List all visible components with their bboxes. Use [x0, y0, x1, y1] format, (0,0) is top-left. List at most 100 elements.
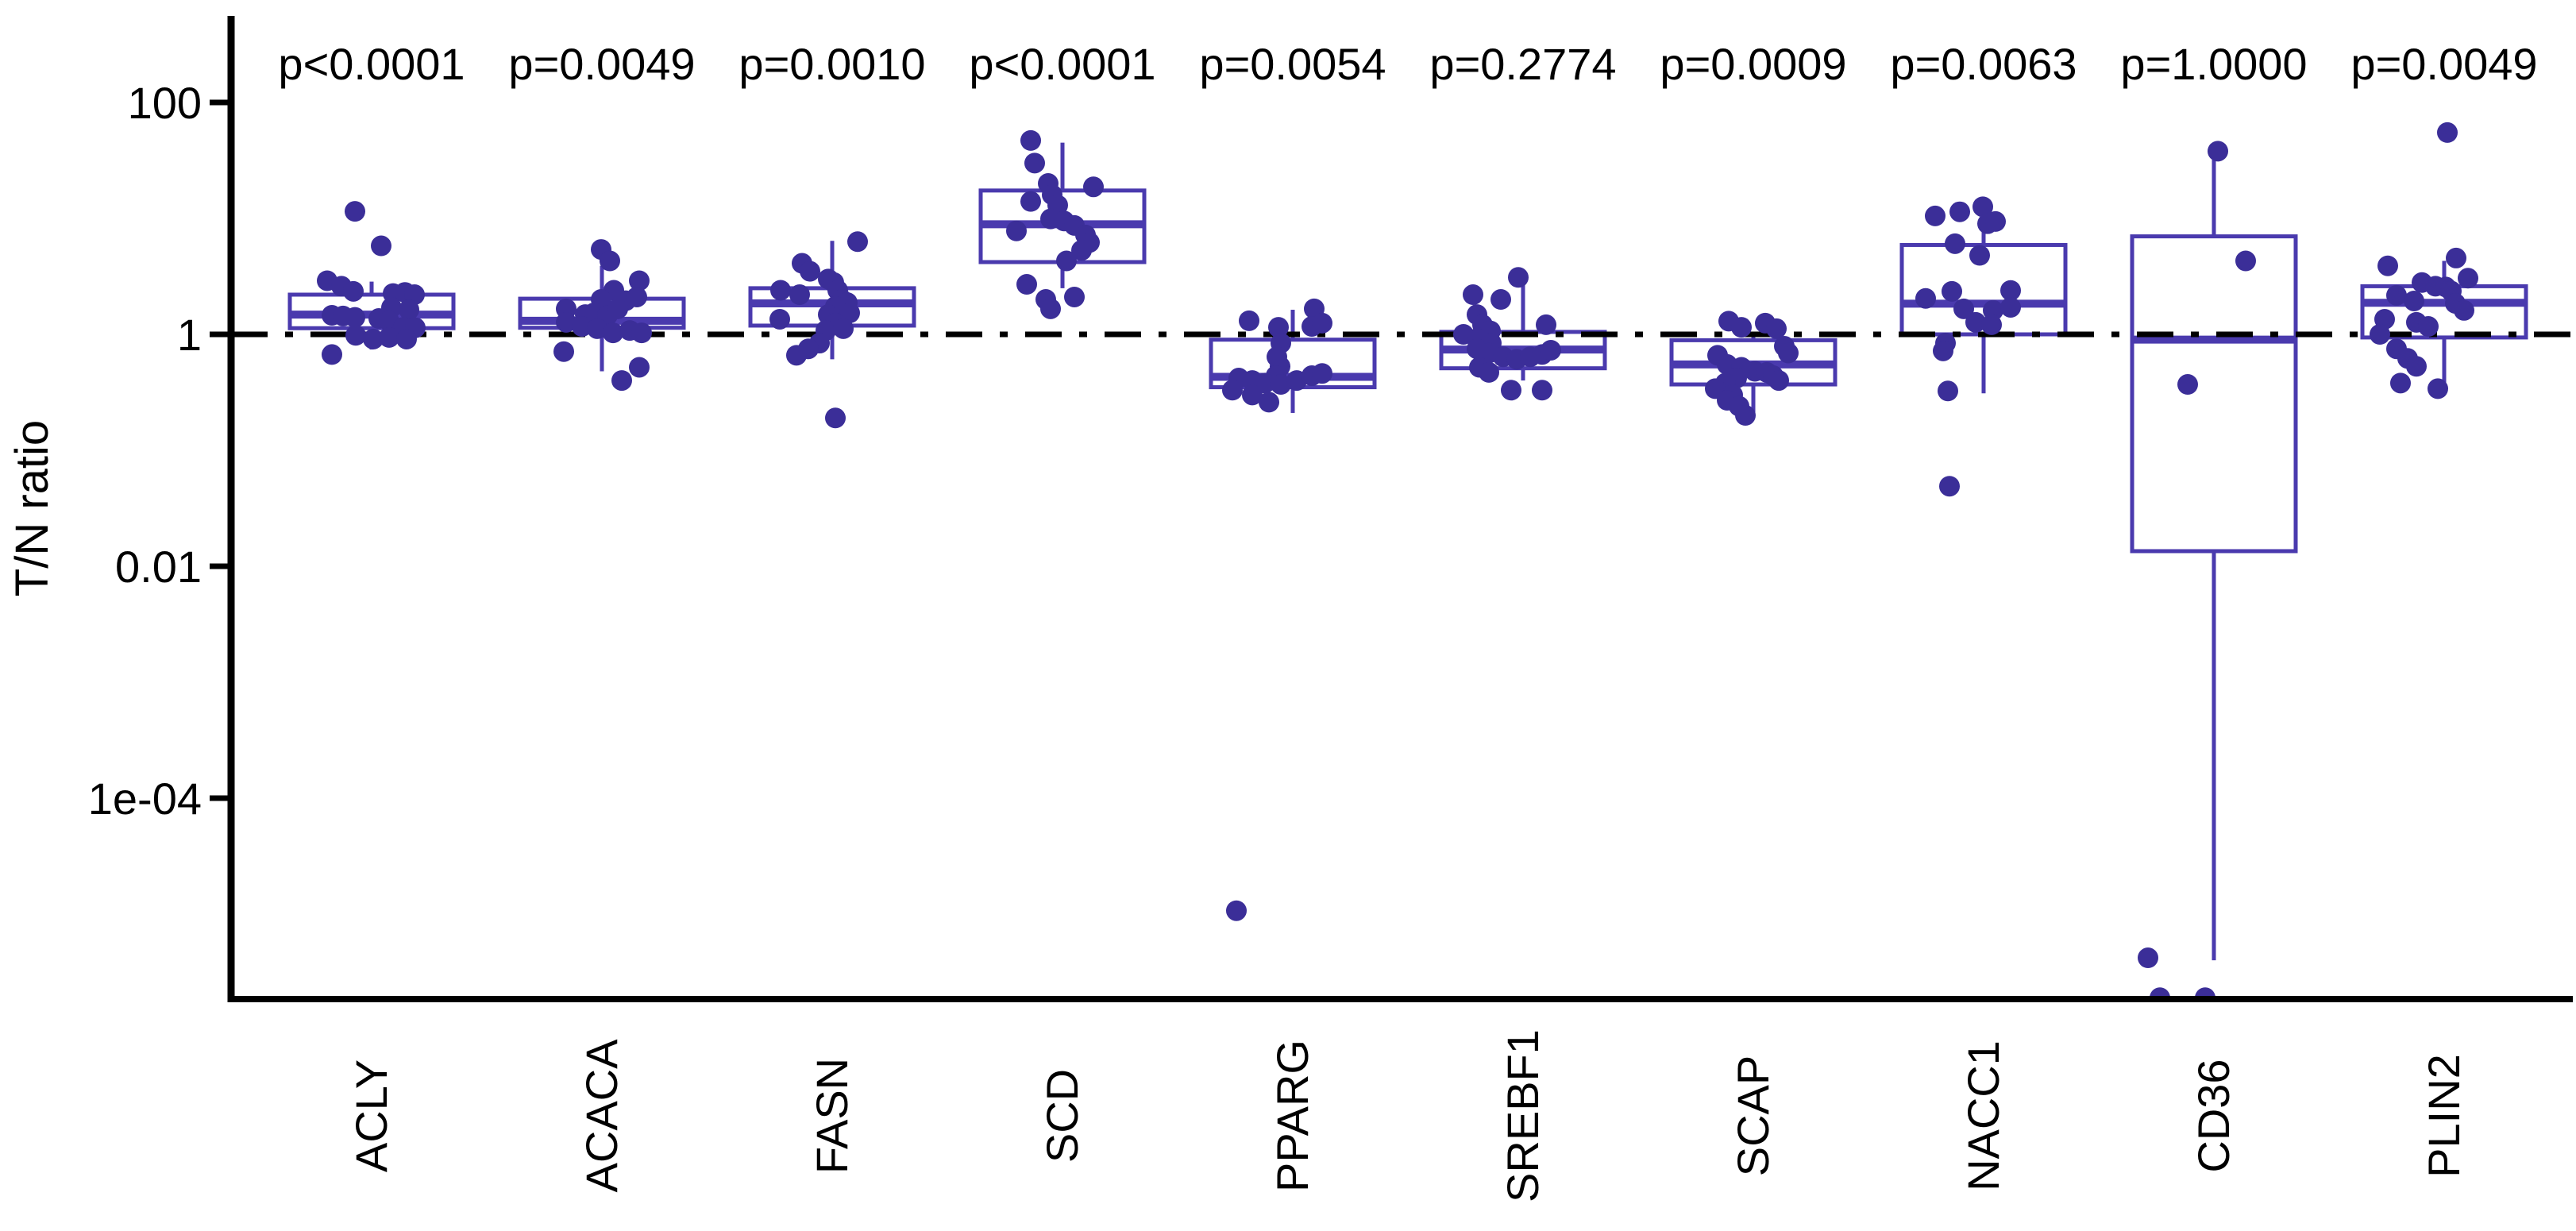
p-value-label-ACACA: p=0.0049	[508, 39, 695, 89]
data-point-NACC1	[1965, 311, 1986, 333]
data-point-SCAP	[1768, 370, 1789, 392]
data-point-SCD	[1083, 176, 1104, 198]
data-point-ACLY	[396, 328, 417, 349]
x-tick-label-FASN: FASN	[807, 1058, 857, 1174]
data-point-SREBF1	[1479, 361, 1499, 383]
data-point-SCD	[1071, 240, 1092, 261]
data-point-PLIN2	[2418, 316, 2439, 338]
data-point-ACACA	[572, 316, 592, 338]
data-point-FASN	[769, 308, 790, 330]
data-point-FASN	[825, 407, 846, 429]
data-point-PLIN2	[2437, 122, 2458, 143]
data-point-NACC1	[1938, 380, 1958, 402]
box-CD36	[2130, 234, 2298, 554]
data-point-PLIN2	[2386, 284, 2407, 306]
data-point-FASN	[847, 231, 868, 253]
data-point-ACLY	[345, 325, 366, 346]
data-point-FASN	[800, 260, 820, 282]
data-point-FASN	[770, 280, 791, 301]
data-point-ACACA	[553, 341, 574, 362]
data-point-ACLY	[345, 307, 365, 328]
data-point-PLIN2	[2404, 290, 2424, 311]
data-point-NACC1	[2000, 280, 2021, 301]
data-point-ACLY	[379, 326, 399, 348]
axes-layer	[227, 16, 2573, 1002]
data-point-ACLY	[345, 201, 365, 222]
data-point-NACC1	[1949, 201, 1970, 222]
data-point-PPARG	[1271, 374, 1291, 396]
data-point-NACC1	[1981, 314, 2002, 335]
data-point-SCD	[1016, 274, 1037, 295]
data-point-SREBF1	[1501, 380, 1521, 401]
p-value-label-FASN: p=0.0010	[738, 39, 925, 89]
data-point-NACC1	[1953, 298, 1974, 319]
p-value-label-SCAP: p=0.0009	[1660, 39, 1846, 89]
data-point-PLIN2	[2390, 372, 2411, 394]
data-point-ACLY	[371, 235, 391, 257]
x-tick-label-ACACA: ACACA	[577, 1039, 627, 1193]
data-point-ACACA	[629, 357, 650, 378]
y-tick-label-0.01: 0.01	[115, 542, 202, 592]
data-point-FASN	[839, 303, 860, 324]
data-point-NACC1	[1985, 210, 2006, 232]
y-tick-label-100: 100	[128, 78, 202, 128]
data-point-SCD	[1006, 220, 1027, 241]
data-point-ACACA	[627, 286, 647, 307]
data-point-PPARG	[1259, 392, 1279, 413]
x-tick-label-PPARG: PPARG	[1267, 1040, 1317, 1192]
y-tick-label-1e-04: 1e-04	[88, 774, 202, 824]
data-point-PLIN2	[2446, 247, 2466, 268]
data-point-SCD	[1040, 298, 1061, 319]
data-point-FASN	[833, 318, 854, 339]
data-point-ACACA	[556, 311, 577, 333]
x-axis-labels: ACLY ACACA FASN SCD PPARG SREBF1 SCAP NACC1 CD36…	[346, 1029, 2469, 1202]
data-point-NACC1	[1939, 476, 1960, 497]
x-tick-label-NACC1: NACC1	[1958, 1040, 2008, 1191]
data-point-ACACA	[607, 298, 628, 319]
data-point-SREBF1	[1532, 380, 1552, 401]
data-point-PPARG	[1239, 310, 1259, 331]
data-point-SCAP	[1778, 342, 1799, 364]
data-point-ACACA	[631, 322, 652, 344]
data-point-NACC1	[1972, 196, 1993, 218]
p-value-label-NACC1: p=0.0063	[1890, 39, 2077, 89]
data-point-PLIN2	[2406, 356, 2427, 377]
data-point-FASN	[786, 345, 807, 366]
data-point-SREBF1	[1463, 284, 1483, 306]
y-axis-ticks: 100 1 0.01 1e-04	[88, 78, 231, 824]
y-tick-label-1: 1	[177, 310, 202, 360]
data-point-PLIN2	[2454, 299, 2474, 321]
data-point-PPARG	[1268, 317, 1289, 338]
x-tick-label-CD36: CD36	[2188, 1059, 2239, 1172]
data-point-SCD	[1064, 286, 1085, 307]
data-point-CD36	[2138, 947, 2158, 969]
data-point-ACACA	[611, 370, 632, 392]
y-axis-title: T/N ratio	[6, 420, 58, 596]
data-point-SREBF1	[1490, 289, 1511, 311]
data-point-ACACA	[600, 250, 620, 272]
data-point-ACACA	[603, 322, 623, 344]
data-point-NACC1	[2000, 296, 2021, 318]
data-point-SCAP	[1735, 405, 1756, 426]
data-point-ACLY	[363, 328, 384, 349]
x-tick-label-SREBF1: SREBF1	[1498, 1029, 1548, 1202]
data-point-PPARG	[1226, 900, 1247, 921]
p-value-label-PPARG: p=0.0054	[1199, 39, 1386, 89]
jitter-points-layer	[317, 122, 2478, 1000]
data-point-NACC1	[1925, 205, 1945, 226]
data-point-SCAP	[1766, 318, 1787, 339]
data-point-PLIN2	[2377, 255, 2398, 276]
data-point-NACC1	[1945, 233, 1965, 254]
data-point-PPARG	[1222, 380, 1243, 401]
x-tick-label-PLIN2: PLIN2	[2419, 1054, 2469, 1178]
data-point-PPARG	[1312, 312, 1332, 334]
data-point-FASN	[789, 284, 810, 306]
data-point-PLIN2	[2458, 268, 2478, 289]
data-point-CD36	[2177, 374, 2198, 396]
data-point-SREBF1	[1541, 339, 1561, 361]
data-point-SCD	[1024, 152, 1045, 174]
data-point-NACC1	[1933, 340, 1953, 361]
